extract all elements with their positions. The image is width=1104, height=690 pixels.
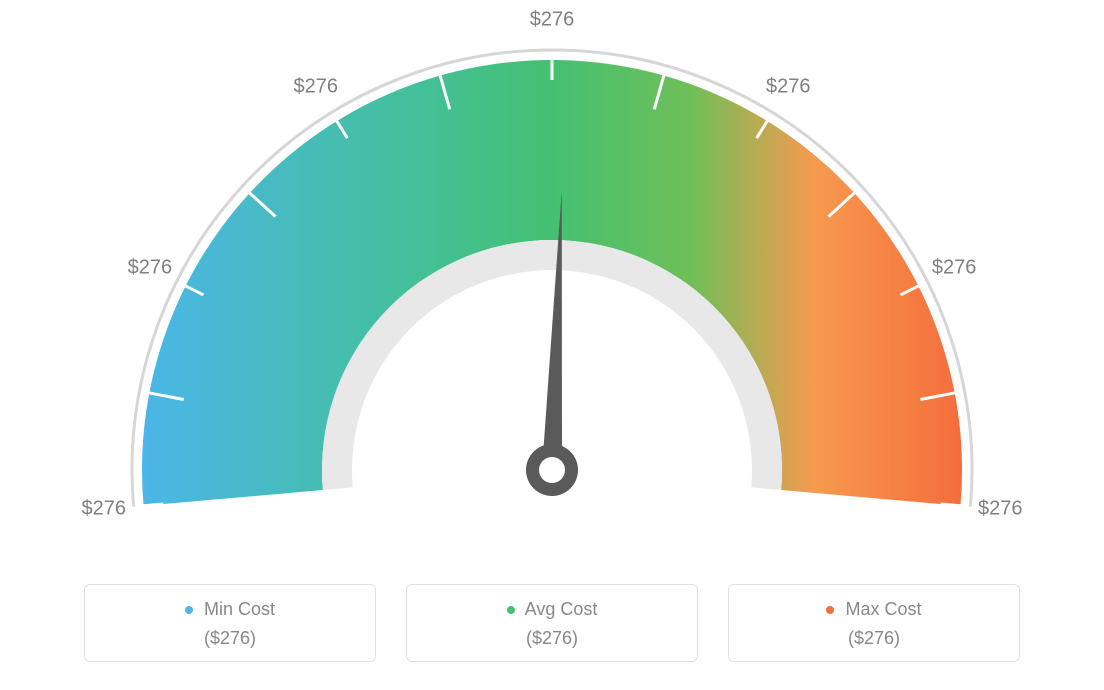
gauge-svg (0, 0, 1104, 560)
gauge-tick-label: $276 (81, 498, 126, 521)
gauge-tick-label: $276 (978, 498, 1023, 521)
legend-min-title: Min Cost (85, 599, 375, 620)
legend-min-value: ($276) (85, 628, 375, 649)
gauge-tick (941, 504, 967, 506)
legend-avg-label: Avg Cost (525, 599, 598, 619)
gauge-tick-label: $276 (766, 75, 811, 98)
gauge-tick (138, 504, 164, 506)
gauge-tick-label: $276 (294, 75, 339, 98)
legend-box-min: Min Cost ($276) (84, 584, 376, 662)
gauge-tick-label: $276 (128, 257, 173, 280)
legend-min-dot (185, 606, 193, 614)
legend-min-label: Min Cost (204, 599, 275, 619)
legend-max-dot (826, 606, 834, 614)
legend-row: Min Cost ($276) Avg Cost ($276) Max Cost… (0, 584, 1104, 662)
legend-max-label: Max Cost (845, 599, 921, 619)
legend-box-max: Max Cost ($276) (728, 584, 1020, 662)
gauge-chart: Min Cost ($276) Avg Cost ($276) Max Cost… (0, 0, 1104, 690)
gauge-tick-label: $276 (932, 257, 977, 280)
legend-avg-dot (507, 606, 515, 614)
gauge-tick-label: $276 (530, 9, 575, 32)
legend-box-avg: Avg Cost ($276) (406, 584, 698, 662)
legend-max-value: ($276) (729, 628, 1019, 649)
legend-max-title: Max Cost (729, 599, 1019, 620)
legend-avg-title: Avg Cost (407, 599, 697, 620)
needle-hub-inner (539, 457, 565, 483)
legend-avg-value: ($276) (407, 628, 697, 649)
